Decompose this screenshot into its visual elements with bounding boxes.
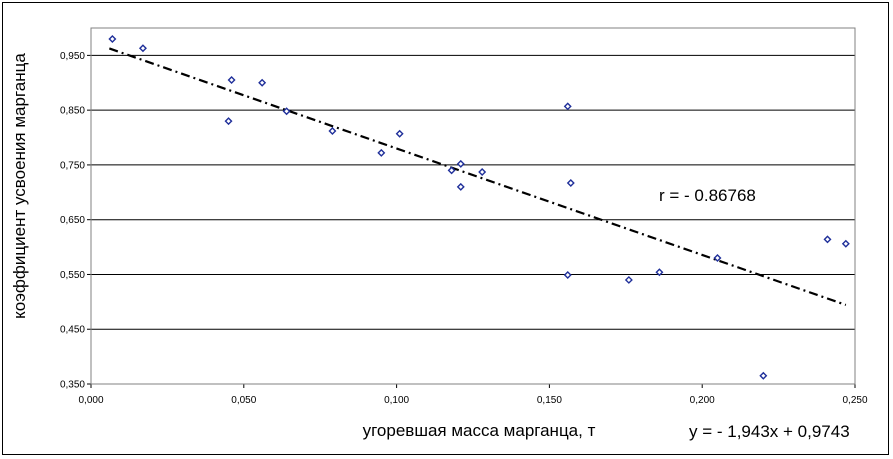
data-point	[138, 44, 147, 53]
data-point	[282, 107, 291, 116]
y-tick-label: 0,350	[60, 380, 85, 391]
data-point	[108, 34, 117, 43]
data-point	[563, 271, 572, 279]
tick-labels: 0,950 0,850 0,750 0,650 0,550 0,450 0,350 0,000…	[60, 51, 868, 406]
x-tick-label: 0,000	[78, 395, 103, 406]
data-point	[655, 268, 664, 277]
equation-annotation: y = - 1,943x + 0,9743	[689, 422, 850, 441]
y-tick-label: 0,750	[60, 160, 85, 171]
data-point	[447, 166, 456, 175]
data-point	[478, 168, 487, 177]
plot-area-border	[90, 27, 856, 385]
correlation-annotation: r = - 0.86768	[659, 186, 756, 205]
data-point	[258, 78, 267, 87]
y-tick-label: 0,850	[60, 106, 85, 117]
data-point	[395, 129, 404, 138]
y-axis-title: коэффициент усвоения марганца	[10, 53, 29, 319]
data-point	[224, 117, 233, 126]
chart-svg: 0,950 0,850 0,750 0,650 0,550 0,450 0,350 0,000…	[10, 27, 868, 441]
data-point	[566, 179, 575, 187]
data-point	[456, 182, 465, 191]
data-point	[624, 275, 633, 284]
x-tick-label: 0,150	[537, 395, 562, 406]
x-tick-label: 0,250	[842, 395, 867, 406]
data-point	[456, 159, 465, 168]
data-point	[823, 235, 832, 244]
x-axis-title: угоревшая масса марганца, т	[363, 421, 596, 440]
scatter-points	[108, 34, 850, 380]
data-point	[328, 126, 337, 135]
y-tick-label: 0,450	[60, 325, 85, 336]
x-tick-label: 0,050	[231, 395, 256, 406]
x-tick-label: 0,100	[384, 395, 409, 406]
data-point	[377, 148, 386, 157]
trendline	[108, 47, 847, 306]
data-point	[759, 371, 768, 380]
data-point	[563, 102, 572, 111]
data-point	[841, 239, 850, 248]
y-tick-label: 0,950	[60, 51, 85, 62]
grid-lines	[87, 54, 856, 388]
y-tick-label: 0,550	[60, 270, 85, 281]
x-tick-label: 0,200	[690, 395, 715, 406]
trendline-group	[108, 47, 847, 306]
data-point	[713, 254, 722, 263]
data-point	[227, 76, 236, 85]
y-tick-label: 0,650	[60, 215, 85, 226]
